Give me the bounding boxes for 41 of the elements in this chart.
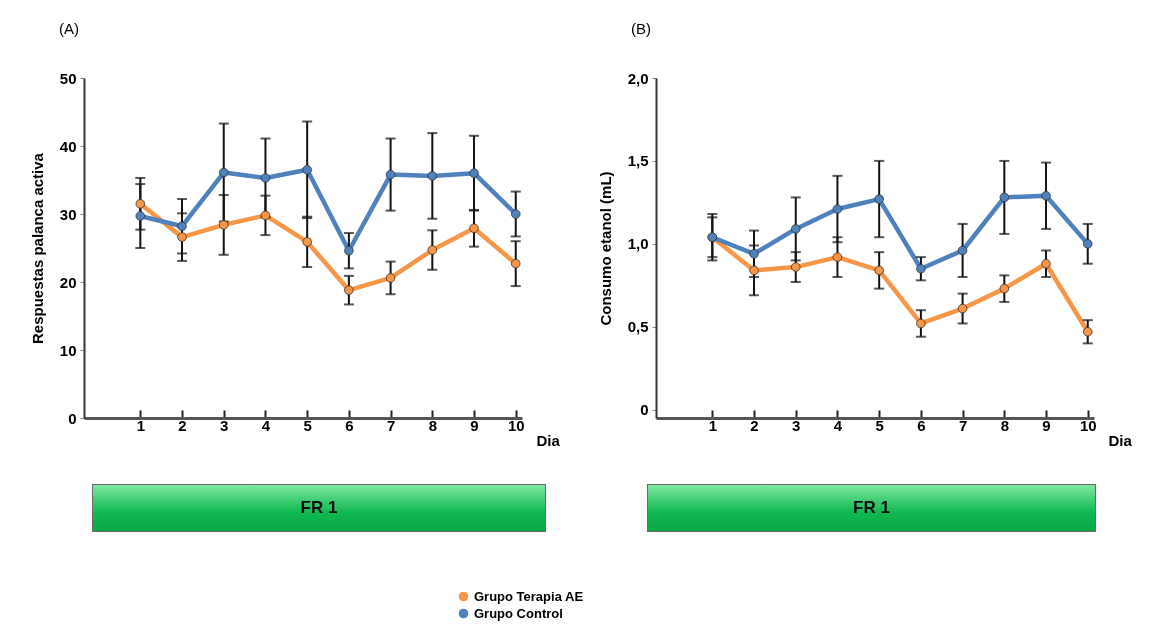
x-tick-label: 5 — [303, 416, 312, 434]
x-tick-label: 6 — [917, 416, 926, 434]
y-tick-label: 30 — [59, 205, 77, 223]
x-tick-label: 1 — [708, 416, 717, 434]
x-tick-label: 4 — [261, 416, 271, 434]
x-tick-label: 9 — [1042, 416, 1051, 434]
legend-label: Grupo Terapia AE — [474, 588, 584, 604]
y-tick-label: 0 — [640, 401, 649, 419]
x-tick-label: 7 — [958, 416, 968, 434]
y-tick-label: 2,0 — [627, 69, 649, 87]
x-tick-label: 2 — [178, 416, 187, 434]
y-tick-label: 1,0 — [627, 235, 649, 253]
x-tick-label: 3 — [792, 416, 801, 434]
chart-title: (A) — [59, 20, 79, 37]
x-axis-title: Dia — [536, 431, 561, 449]
x-tick-label: 5 — [875, 416, 884, 434]
y-tick-label: 20 — [59, 273, 77, 291]
banner: FR 1 — [92, 484, 546, 532]
y-axis-title: Respuestas palanca activa — [28, 152, 46, 344]
x-tick-label: 8 — [1000, 416, 1009, 434]
legend-label: Grupo Control — [474, 605, 563, 621]
y-tick-label: 0 — [68, 409, 77, 427]
y-tick-label: 0,5 — [627, 318, 649, 336]
x-tick-label: 4 — [833, 416, 843, 434]
banner: FR 1 — [647, 484, 1096, 532]
x-tick-label: 7 — [386, 416, 396, 434]
y-axis-title: Consumo etanol (mL) — [596, 171, 614, 326]
y-tick-label: 1,5 — [627, 152, 649, 170]
x-tick-label: 3 — [220, 416, 229, 434]
x-tick-label: 2 — [750, 416, 759, 434]
y-tick-label: 10 — [59, 341, 77, 359]
y-tick-label: 40 — [59, 137, 77, 155]
x-tick-label: 9 — [470, 416, 479, 434]
x-tick-label: 10 — [1079, 416, 1097, 434]
x-tick-label: 1 — [136, 416, 145, 434]
y-tick-label: 50 — [59, 69, 77, 87]
x-axis-title: Dia — [1108, 431, 1133, 449]
chart-title: (B) — [631, 20, 651, 37]
x-tick-label: 10 — [507, 416, 525, 434]
x-tick-label: 8 — [428, 416, 437, 434]
x-tick-label: 6 — [345, 416, 354, 434]
